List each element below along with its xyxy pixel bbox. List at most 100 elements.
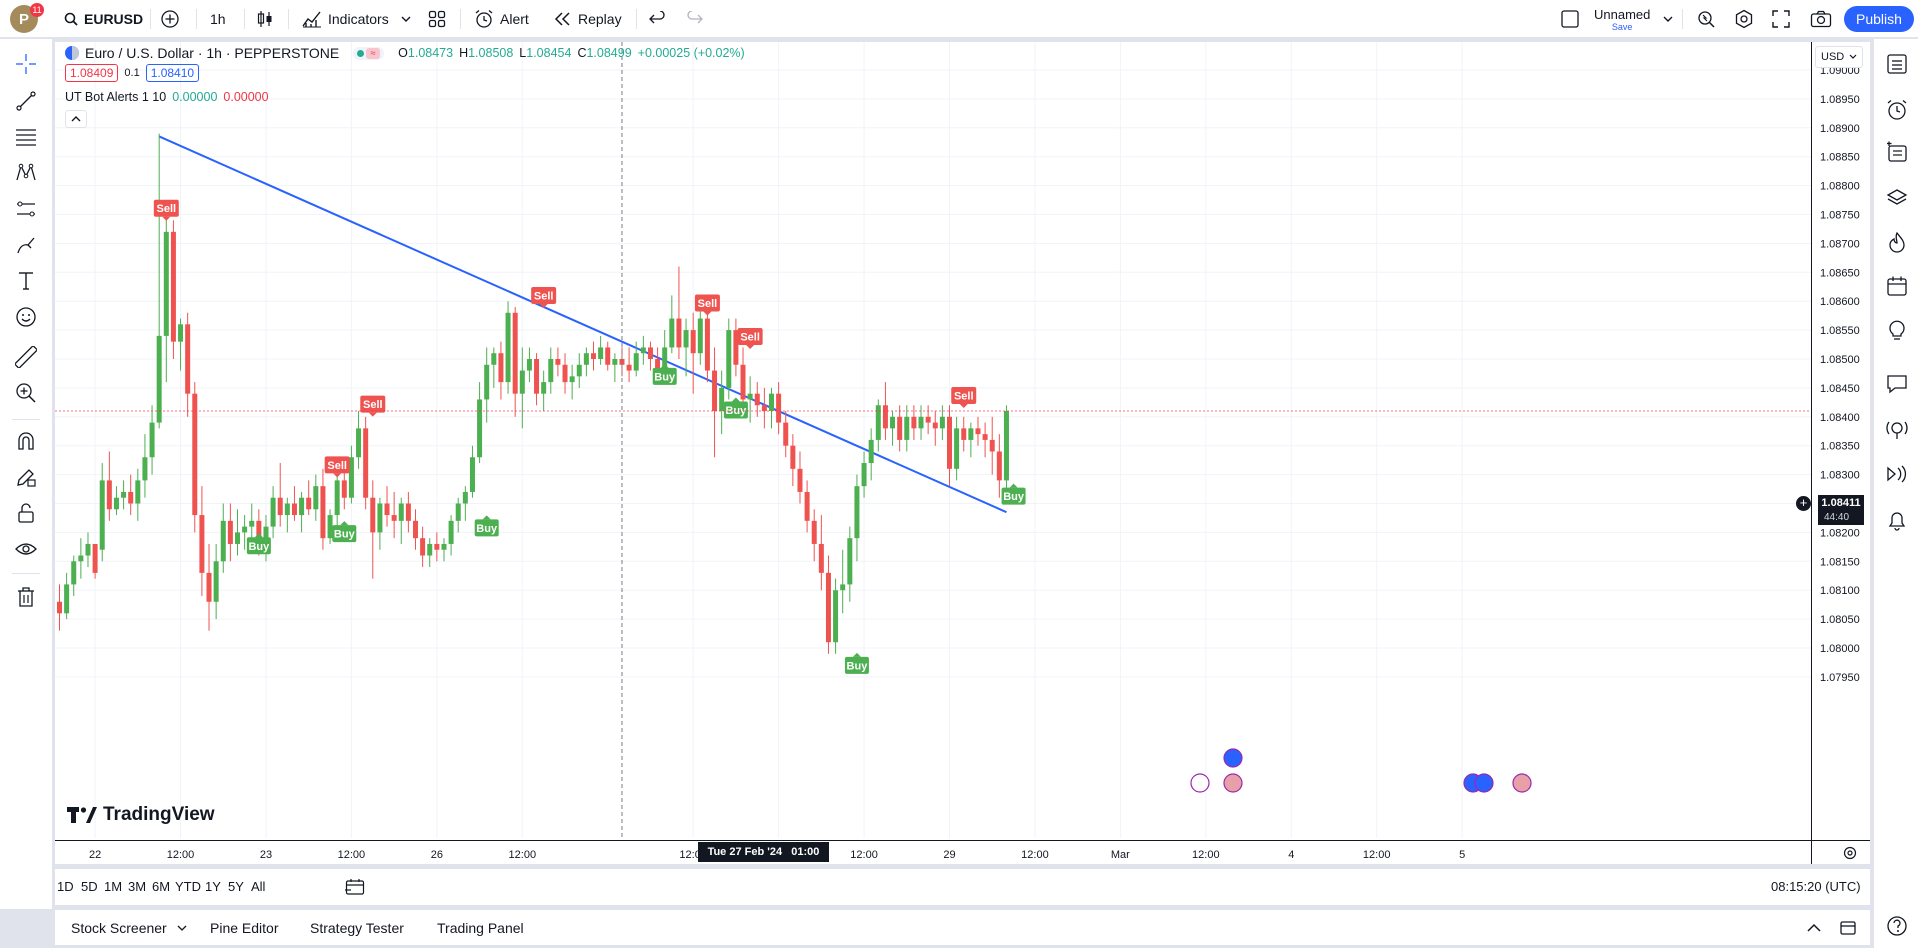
lock-drawings-tool[interactable] bbox=[12, 499, 40, 527]
candle-body bbox=[840, 584, 846, 591]
candle-body bbox=[149, 422, 155, 458]
range-5d[interactable]: 5D bbox=[81, 879, 98, 894]
legend-trade: 1.08409 0.1 1.08410 bbox=[65, 62, 200, 84]
candle-body bbox=[818, 543, 824, 573]
layout-name-button[interactable]: Unnamed Save bbox=[1594, 0, 1650, 38]
candle bbox=[462, 486, 468, 521]
sell-signal: Sell bbox=[153, 199, 179, 221]
candle bbox=[113, 486, 119, 516]
range-5y[interactable]: 5Y bbox=[228, 879, 244, 894]
collapse-legend-button[interactable] bbox=[65, 110, 87, 128]
price-tick-label: 1.08850 bbox=[1820, 152, 1860, 164]
candle bbox=[911, 405, 917, 440]
fib-tool[interactable] bbox=[12, 123, 40, 151]
watchlist-button[interactable] bbox=[1882, 49, 1912, 79]
publish-button[interactable]: Publish bbox=[1844, 6, 1914, 32]
chats-button[interactable] bbox=[1882, 369, 1912, 399]
settings-button[interactable] bbox=[1734, 0, 1754, 38]
hotlists-button[interactable] bbox=[1882, 227, 1912, 257]
layers-button[interactable] bbox=[1882, 183, 1912, 213]
range-1d[interactable]: 1D bbox=[57, 879, 74, 894]
indicators-button[interactable]: Indicators bbox=[302, 0, 389, 38]
help-button[interactable] bbox=[1882, 911, 1912, 941]
legend-indicator[interactable]: UT Bot Alerts 1 10 0.00000 0.00000 bbox=[65, 88, 269, 106]
buy-signal-bg bbox=[332, 525, 357, 543]
calendar-button[interactable] bbox=[1882, 271, 1912, 301]
candle bbox=[591, 341, 596, 371]
tab-pine-editor[interactable]: Pine Editor bbox=[210, 920, 279, 936]
layout-checkbox[interactable] bbox=[1560, 0, 1580, 38]
crosshair-tool[interactable] bbox=[12, 50, 40, 78]
text-tool[interactable] bbox=[12, 267, 40, 295]
stock-screener-label: Stock Screener bbox=[71, 920, 167, 936]
ask-price-button[interactable]: 1.08410 bbox=[145, 64, 200, 82]
add-alert-plus-button[interactable]: + bbox=[1796, 496, 1811, 511]
range-ytd[interactable]: YTD bbox=[175, 879, 201, 894]
snapshot-button[interactable] bbox=[1810, 0, 1832, 38]
candle bbox=[299, 491, 305, 533]
candle-body bbox=[854, 486, 860, 539]
zoom-tool[interactable] bbox=[12, 379, 40, 407]
range-1y[interactable]: 1Y bbox=[205, 879, 221, 894]
compare-symbol-button[interactable] bbox=[160, 0, 180, 38]
symbol-search-button[interactable]: EURUSD bbox=[64, 0, 143, 38]
indicator-value-2: 0.00000 bbox=[223, 90, 269, 104]
bid-price-button[interactable]: 1.08409 bbox=[65, 64, 119, 82]
undo-button[interactable] bbox=[648, 0, 666, 38]
utc-clock[interactable]: 08:15:20 (UTC) bbox=[1771, 879, 1861, 894]
object-tree-button[interactable] bbox=[1882, 137, 1912, 167]
brush-tool[interactable] bbox=[12, 231, 40, 259]
user-menu-button[interactable]: P 11 bbox=[10, 0, 44, 38]
zoom-in-icon bbox=[16, 383, 36, 403]
indicator-templates-button[interactable] bbox=[400, 0, 412, 38]
fullscreen-button[interactable] bbox=[1772, 0, 1790, 38]
replay-button[interactable]: Replay bbox=[554, 0, 622, 38]
chart-type-button[interactable] bbox=[256, 0, 274, 38]
currency-selector[interactable]: USD bbox=[1815, 46, 1863, 68]
range-6m[interactable]: 6M bbox=[152, 879, 171, 894]
candle bbox=[569, 364, 575, 400]
range-all[interactable]: All bbox=[251, 879, 266, 894]
hide-drawings-tool[interactable] bbox=[12, 535, 40, 563]
date-range-button[interactable] bbox=[345, 878, 365, 896]
legend-market-status[interactable]: ≈ bbox=[353, 46, 385, 60]
candle-body bbox=[192, 393, 198, 516]
magnet-tool[interactable] bbox=[12, 427, 40, 455]
ideas-button[interactable] bbox=[1882, 315, 1912, 345]
quick-search-button[interactable] bbox=[1696, 0, 1716, 38]
interval-button[interactable]: 1h bbox=[210, 0, 226, 38]
remove-drawings-tool[interactable] bbox=[12, 583, 40, 611]
emoji-tool[interactable] bbox=[12, 303, 40, 331]
range-1m[interactable]: 1M bbox=[104, 879, 123, 894]
prediction-tool[interactable] bbox=[12, 195, 40, 223]
alerts-button[interactable] bbox=[1882, 95, 1912, 125]
watchlist-icon bbox=[1887, 54, 1907, 74]
stay-in-drawing-tool[interactable] bbox=[12, 463, 40, 491]
signals-button[interactable] bbox=[1882, 459, 1912, 489]
chart-area[interactable]: 1.09000 1.08950 1.08900 1.08850 1.08800 1.087… bbox=[55, 42, 1870, 864]
measure-tool[interactable] bbox=[12, 343, 40, 371]
candle-body bbox=[505, 312, 511, 383]
tab-strategy-tester[interactable]: Strategy Tester bbox=[310, 920, 404, 936]
wave-icon: ≈ bbox=[366, 47, 381, 59]
chart-settings-button[interactable] bbox=[1841, 844, 1859, 862]
legend-title[interactable]: Euro / U.S. Dollar · 1h · PEPPERSTONE bbox=[85, 45, 340, 61]
pattern-tool[interactable] bbox=[12, 159, 40, 187]
price-chart[interactable]: 1.09000 1.08950 1.08900 1.08850 1.08800 1.087… bbox=[55, 42, 1870, 864]
layout-menu-button[interactable] bbox=[1662, 0, 1674, 38]
alert-button[interactable]: Alert bbox=[474, 0, 529, 38]
streams-button[interactable] bbox=[1882, 415, 1912, 445]
trend-line-tool[interactable] bbox=[12, 87, 40, 115]
redo-button[interactable] bbox=[686, 0, 704, 38]
maximize-panel-button[interactable] bbox=[1839, 919, 1857, 937]
tab-trading-panel[interactable]: Trading Panel bbox=[437, 920, 524, 936]
tab-stock-screener[interactable]: Stock Screener bbox=[71, 910, 187, 946]
notifications-button[interactable] bbox=[1882, 505, 1912, 535]
candle bbox=[548, 347, 554, 394]
buy-signal-pointer bbox=[852, 652, 861, 657]
candle bbox=[327, 509, 333, 544]
collapse-panel-button[interactable] bbox=[1805, 919, 1823, 937]
candle bbox=[334, 468, 340, 527]
layout-grid-button[interactable] bbox=[428, 0, 446, 38]
range-3m[interactable]: 3M bbox=[128, 879, 147, 894]
